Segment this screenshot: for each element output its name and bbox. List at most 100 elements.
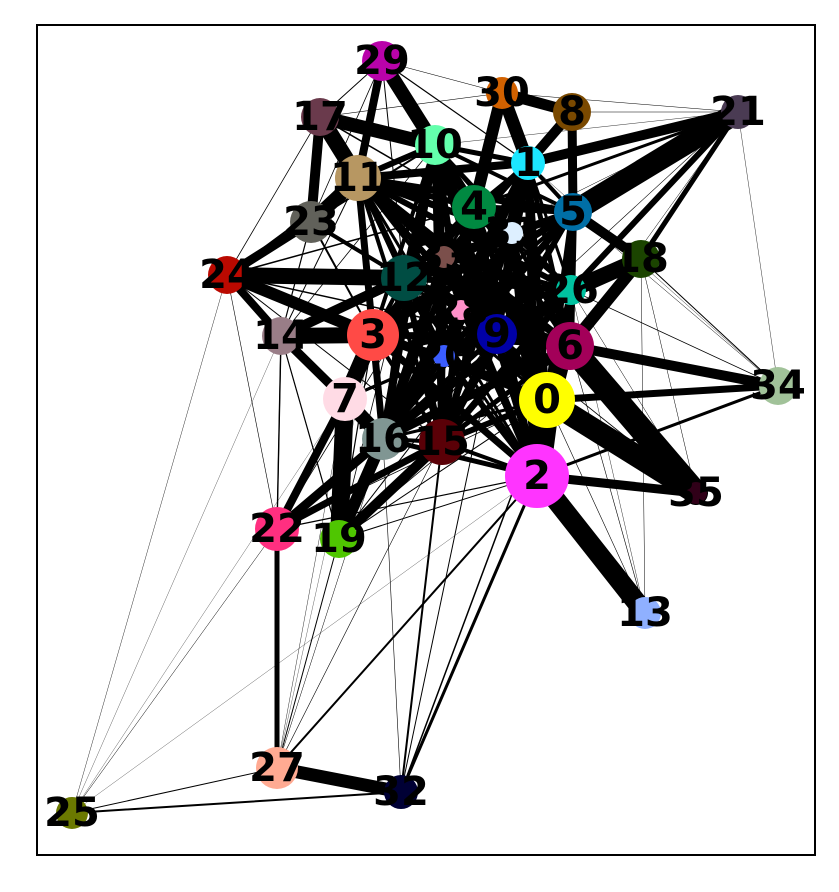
edge-25-2	[71, 475, 538, 814]
node-32: 32	[373, 769, 429, 815]
node-0-label: 0	[533, 377, 561, 423]
node-20-marker	[433, 345, 455, 367]
node-29-marker	[362, 41, 402, 81]
edge-14-11	[280, 177, 359, 337]
node-8-label: 8	[558, 89, 586, 135]
node-21-label: 21	[710, 89, 766, 135]
node-22-label: 22	[249, 506, 305, 552]
edge-16-5	[380, 209, 576, 442]
node-19-label: 19	[311, 516, 367, 562]
node-10-marker	[415, 125, 455, 165]
node-34-marker	[759, 367, 797, 405]
node-34-label: 34	[750, 363, 806, 409]
node-34: 34	[750, 363, 806, 409]
edge-34-18	[640, 258, 779, 387]
edge-2-27	[276, 475, 538, 769]
node-5-marker	[554, 193, 592, 231]
node-17: 17	[292, 94, 348, 140]
node-29: 29	[354, 38, 410, 84]
node-21: 21	[710, 89, 766, 135]
edge-25-14	[71, 335, 282, 814]
edge-24-3	[221, 269, 379, 341]
edge-14-22	[276, 335, 282, 530]
node-30-label: 30	[474, 70, 530, 116]
edge-14-19	[280, 335, 340, 540]
edge-5-10	[433, 143, 575, 214]
edge-1-21	[523, 107, 743, 168]
edge-2-22	[276, 475, 538, 530]
node-27: 27	[249, 745, 305, 791]
node-27-label: 27	[249, 745, 305, 791]
edge-16-1	[379, 159, 532, 443]
node-1: 1	[511, 140, 545, 186]
node-12: 12	[376, 255, 432, 301]
node-2-marker	[505, 444, 569, 508]
node-14-label: 14	[253, 313, 309, 359]
edge-32-9	[400, 333, 498, 793]
edge-27-32	[270, 761, 408, 799]
node-11-label: 11	[330, 155, 386, 201]
edge-25-27	[71, 767, 278, 814]
edge-2-32	[399, 474, 539, 794]
node-26: 26	[543, 267, 599, 313]
edge-35-9	[496, 333, 697, 494]
edge-4-21	[472, 110, 740, 209]
edge-29-12	[381, 60, 405, 279]
node-2: 2	[505, 444, 569, 508]
edge-11-3	[356, 176, 375, 337]
edge-24-20	[226, 274, 445, 357]
node-11: 11	[330, 155, 386, 201]
node-19-marker	[320, 520, 358, 558]
edge-27-19	[276, 538, 340, 769]
node-31: 31	[484, 210, 540, 256]
node-33-label: 33	[416, 234, 472, 280]
node-28-label: 28	[433, 287, 489, 333]
node-24-label: 24	[199, 252, 255, 298]
node-5: 5	[554, 189, 592, 235]
node-33-marker	[433, 246, 455, 268]
node-26-label: 26	[543, 267, 599, 313]
edge-25-24	[71, 274, 228, 814]
node-0: 0	[519, 372, 575, 428]
node-35-label: 35	[668, 470, 724, 516]
node-27-marker	[256, 747, 298, 789]
node-14: 14	[253, 313, 309, 359]
edge-13-6	[569, 345, 646, 614]
node-22-marker	[255, 507, 299, 551]
node-17-label: 17	[292, 94, 348, 140]
edge-21-6	[569, 111, 739, 347]
node-30: 30	[474, 70, 530, 116]
edge-26-21	[568, 109, 741, 293]
node-25-marker	[56, 797, 88, 829]
node-1-marker	[511, 146, 545, 180]
node-4: 4	[452, 184, 496, 230]
node-1-label: 1	[514, 140, 542, 186]
edge-18-21	[638, 109, 741, 262]
edge-17-30	[319, 92, 503, 118]
node-18-marker	[622, 240, 660, 278]
node-3-label: 3	[359, 312, 387, 358]
node-20-label: 20	[416, 333, 472, 379]
edge-0-34	[543, 382, 782, 404]
node-7-marker	[323, 377, 367, 421]
node-9: 9	[477, 311, 517, 357]
edge-6-15	[439, 343, 573, 445]
edge-34-9	[496, 333, 779, 387]
node-11-marker	[335, 155, 381, 201]
node-13: 13	[617, 590, 673, 636]
node-25-label: 25	[44, 790, 100, 836]
edge-14-10	[280, 144, 436, 337]
node-17-marker	[301, 98, 339, 136]
node-12-marker	[381, 255, 427, 301]
edge-21-3	[372, 111, 739, 336]
node-13-marker	[629, 597, 661, 629]
node-18: 18	[613, 236, 669, 282]
node-10-label: 10	[407, 122, 463, 168]
edge-2-34	[535, 384, 780, 478]
edge-35-26	[570, 289, 697, 494]
node-7-label: 7	[331, 376, 359, 422]
node-14-marker	[262, 317, 300, 355]
edge-2-19	[338, 475, 538, 540]
node-18-label: 18	[613, 236, 669, 282]
